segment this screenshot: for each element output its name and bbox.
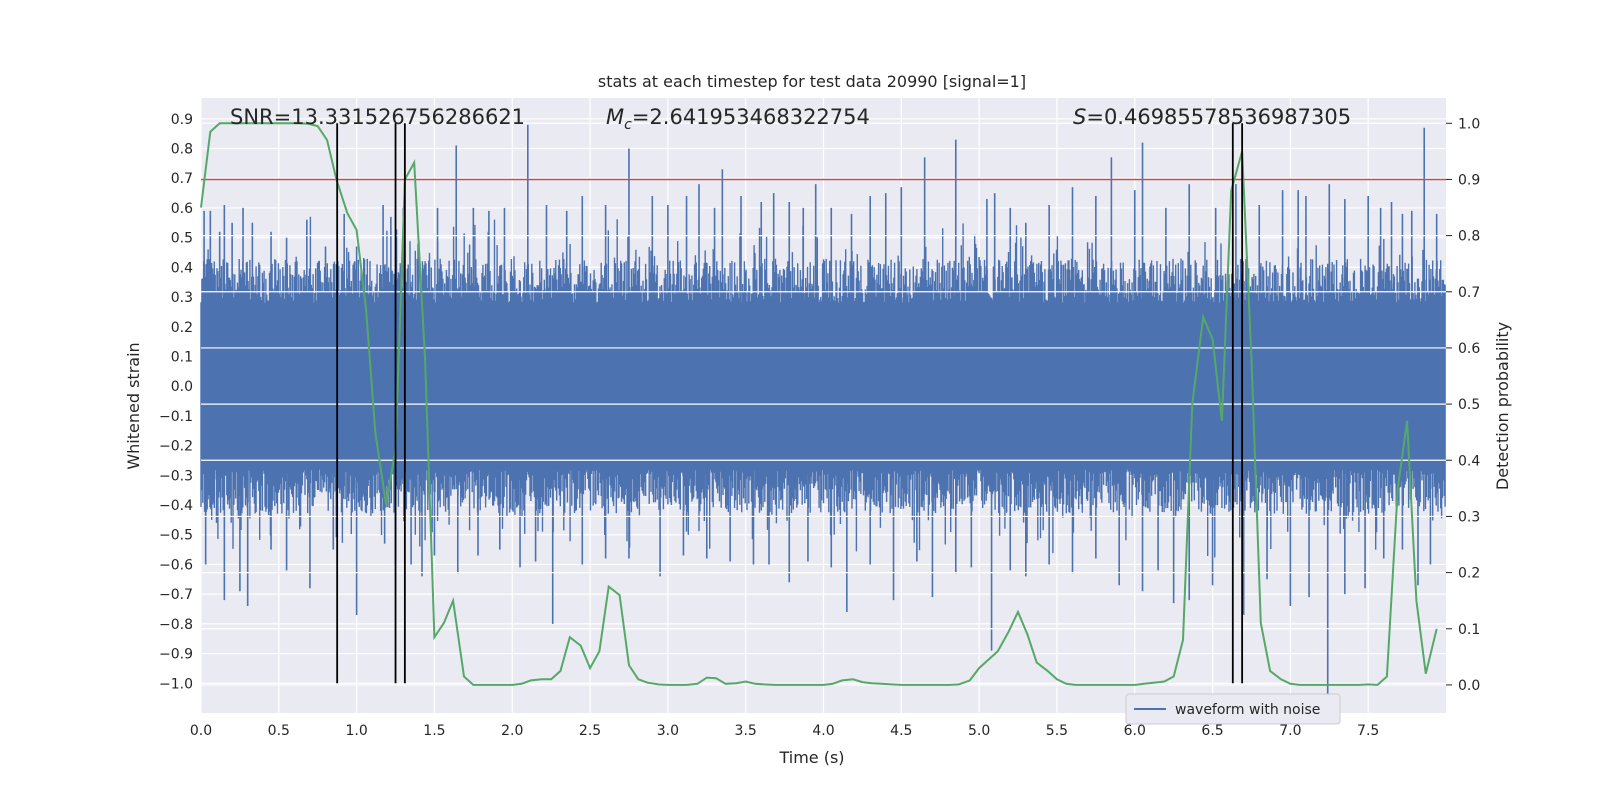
snr-annotation: SNR=13.331526756286621 [230,105,525,129]
y2-tick-label: 0.2 [1458,566,1480,582]
chirp-mass-symbol: M [606,105,624,129]
x-tick-label: 4.5 [890,723,912,739]
s-symbol: S [1073,105,1086,129]
y-tick-label: −0.1 [159,409,193,425]
legend-box [1125,693,1341,725]
y-tick-label: −0.7 [159,587,193,603]
y-tick-label: −0.9 [159,647,193,663]
y-tick-label: −0.6 [159,557,193,573]
y-tick-label: 0.8 [171,142,193,158]
y2-tick-label: 0.7 [1458,285,1480,301]
y-tick-label: 0.1 [171,349,193,365]
chirp-mass-annotation: Mc=2.641953468322754 [606,105,870,133]
y2-tick-label: 0.8 [1458,229,1480,245]
y2-axis-label: Detection probability [1493,322,1512,490]
s-annotation: S=0.46985578536987305 [1073,105,1351,129]
y2-tick-label: 0.9 [1458,172,1480,188]
y2-tick-label: 0.0 [1458,678,1480,694]
y-tick-label: 0.4 [171,260,193,276]
y-tick-label: 0.5 [171,231,193,247]
y2-tick-label: 0.5 [1458,397,1480,413]
y2-tick-label: 0.3 [1458,509,1480,525]
y-tick-label: 0.0 [171,379,193,395]
y-tick-label: 0.6 [171,201,193,217]
x-tick-label: 1.0 [345,723,367,739]
y2-tick-label: 0.4 [1458,453,1480,469]
x-tick-label: 5.5 [1046,723,1068,739]
y-tick-label: −0.3 [159,468,193,484]
waveform-series [200,124,1446,696]
x-tick-label: 2.0 [501,723,523,739]
legend: waveform with noise [1125,693,1341,725]
chart-title: stats at each timestep for test data 209… [598,72,1026,91]
y-axis-label: Whitened strain [124,342,143,469]
y-tick-label: 0.7 [171,171,193,187]
x-tick-label: 3.0 [657,723,679,739]
y2-tick-label: 0.1 [1458,622,1480,638]
y-tick-label: 0.9 [171,112,193,128]
x-tick-label: 7.5 [1357,723,1379,739]
x-tick-label: 5.0 [968,723,990,739]
y2-tick-label: 1.0 [1458,116,1480,132]
y-tick-label: −0.4 [159,498,193,514]
x-tick-label: 6.5 [1201,723,1223,739]
x-tick-label: 3.5 [735,723,757,739]
y-tick-label: −0.5 [159,528,193,544]
x-axis-ticks: 0.0 0.5 1.0 1.5 2.0 2.5 3.0 3.5 4.0 4.5 5.0 5.5 6.0 6… [190,723,1379,739]
legend-entry: waveform with noise [1175,702,1320,718]
x-axis-label: Time (s) [778,748,844,767]
x-tick-label: 0.0 [190,723,212,739]
chirp-mass-value: =2.641953468322754 [632,105,870,129]
event-markers [336,123,1244,684]
y-axis-ticks: −1.0 −0.9 −0.8 −0.7 −0.6 −0.5 −0.4 −0.3 −0.2 −0.1… [159,112,193,692]
x-tick-label: 2.5 [579,723,601,739]
s-value: =0.46985578536987305 [1086,105,1351,129]
x-tick-label: 6.0 [1124,723,1146,739]
x-tick-label: 4.0 [812,723,834,739]
y2-axis-ticks: 0.0 0.1 0.2 0.3 0.4 0.5 0.6 0.7 0.8 0.9 1.0 [1446,116,1480,694]
chirp-mass-subscript: c [624,117,632,133]
y-tick-label: −0.8 [159,617,193,633]
y-tick-label: 0.2 [171,320,193,336]
detection-probability-line [200,122,1438,686]
y-tick-label: −0.2 [159,439,193,455]
y2-tick-label: 0.6 [1458,341,1480,357]
x-tick-label: 7.0 [1279,723,1301,739]
x-tick-label: 1.5 [423,723,445,739]
grid-overlay [201,122,1446,686]
y-tick-label: 0.3 [171,290,193,306]
x-tick-label: 0.5 [268,723,290,739]
y-tick-label: −1.0 [159,676,193,692]
